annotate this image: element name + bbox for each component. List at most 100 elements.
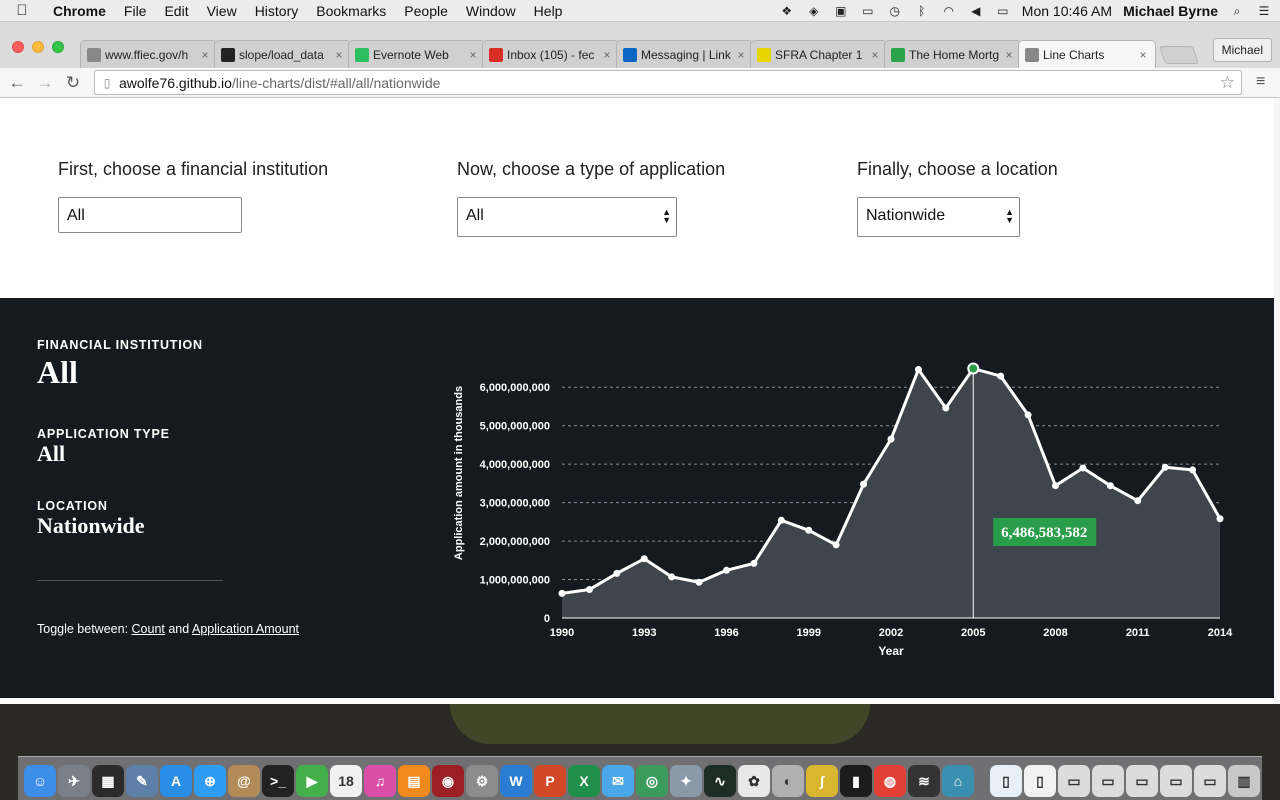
tab-1[interactable]: slope/load_data × bbox=[214, 40, 352, 68]
bookmark-star-icon[interactable]: ☆ bbox=[1219, 73, 1235, 92]
grapher-icon[interactable]: ∫ bbox=[806, 764, 838, 797]
sync-icon[interactable]: ◈ bbox=[809, 4, 819, 18]
tab-5[interactable]: SFRA Chapter 1 × bbox=[750, 40, 888, 68]
home-icon[interactable]: ⌂ bbox=[942, 764, 974, 797]
address-bar[interactable]: ▯ awolfe76.github.io/line-charts/dist/#a… bbox=[94, 70, 1242, 95]
document-icon[interactable]: ▯ bbox=[990, 764, 1022, 797]
zoom-window-button[interactable] bbox=[52, 41, 64, 53]
airplay-icon[interactable]: ▭ bbox=[862, 4, 874, 18]
itunes-u-icon[interactable]: ◐ bbox=[772, 764, 804, 797]
messages-icon[interactable]: ✉ bbox=[602, 764, 634, 797]
calendar-icon[interactable]: 18 bbox=[330, 764, 362, 797]
close-window-button[interactable] bbox=[12, 41, 24, 53]
tab-4[interactable]: Messaging | Link × bbox=[616, 40, 754, 68]
spotlight-search-icon[interactable]: ⌕ bbox=[1233, 4, 1241, 18]
window-thumbnail-icon[interactable]: ▭ bbox=[1194, 764, 1226, 797]
photos-icon[interactable]: ✿ bbox=[738, 764, 770, 797]
menu-user[interactable]: Michael Byrne bbox=[1123, 3, 1218, 19]
photo-booth-icon[interactable]: ◉ bbox=[432, 764, 464, 797]
new-tab-button[interactable] bbox=[1158, 46, 1200, 64]
excel-icon[interactable]: X bbox=[568, 764, 600, 797]
x-tick-label: 1996 bbox=[714, 627, 738, 639]
notification-center-icon[interactable]: ☰ bbox=[1258, 4, 1270, 18]
tab-close-icon[interactable]: × bbox=[201, 47, 209, 62]
safari-icon[interactable]: ⊕ bbox=[194, 764, 226, 797]
menu-bookmarks[interactable]: Bookmarks bbox=[316, 2, 387, 19]
back-arrow-icon[interactable]: ← bbox=[8, 73, 26, 92]
menu-edit[interactable]: Edit bbox=[164, 2, 189, 19]
trash-icon[interactable]: ▥ bbox=[1228, 764, 1260, 797]
window-thumbnail-icon[interactable]: ▭ bbox=[1092, 764, 1124, 797]
time-machine-icon[interactable]: ◷ bbox=[889, 4, 901, 18]
toggle-amount-link[interactable]: Application Amount bbox=[192, 622, 300, 636]
activity-monitor-icon[interactable]: ∿ bbox=[704, 764, 736, 797]
battery-icon[interactable]: ▭ bbox=[997, 4, 1009, 18]
menu-history[interactable]: History bbox=[254, 2, 299, 19]
reload-icon[interactable]: ↻ bbox=[65, 73, 81, 92]
preview-icon[interactable]: ✎ bbox=[126, 764, 158, 797]
document-icon[interactable]: ▯ bbox=[1024, 764, 1056, 797]
console-icon[interactable]: ▮ bbox=[840, 764, 872, 797]
profile-button[interactable]: Michael bbox=[1212, 38, 1272, 62]
launchpad-icon[interactable]: ✈ bbox=[58, 764, 90, 797]
menu-people[interactable]: People bbox=[404, 2, 448, 19]
tab-7[interactable]: Line Charts × bbox=[1018, 40, 1156, 68]
window-thumbnail-icon[interactable]: ▭ bbox=[1160, 764, 1192, 797]
tab-0[interactable]: www.ffiec.gov/h × bbox=[80, 40, 218, 68]
menu-file[interactable]: File bbox=[123, 2, 147, 19]
terminal-icon[interactable]: >_ bbox=[262, 764, 294, 797]
tab-close-icon[interactable]: × bbox=[871, 47, 879, 62]
app-store-icon[interactable]: A bbox=[160, 764, 192, 797]
chrome-menu-icon[interactable]: ≡ bbox=[1256, 73, 1266, 90]
line-chart[interactable]: 0 1,000,000,000 2,000,000,000 3,000,000,000… bbox=[440, 338, 1250, 678]
satellite-icon[interactable]: ✦ bbox=[670, 764, 702, 797]
tab-close-icon[interactable]: × bbox=[1139, 47, 1147, 62]
dropbox-icon[interactable]: ❖ bbox=[781, 4, 793, 18]
system-preferences-icon[interactable]: ⚙ bbox=[466, 764, 498, 797]
page-content: First, choose a financial institution Al… bbox=[0, 98, 1274, 704]
dock: ☺ ✈ ▦ ✎ A ⊕ @ >_ ▶ 18 ♫ ▤ ◉ ⚙ W P X ✉ ◎ ✦ ∿ ✿ ◐ ∫ ▮ ◍ ≋ ⌂ ▯ ▯ ▭ ▭ ▭ ▭ ▭ ▥ bbox=[18, 756, 1262, 800]
volume-icon[interactable]: ◀ bbox=[971, 4, 981, 18]
apple-menu-icon[interactable]:  bbox=[0, 2, 44, 19]
facetime-icon[interactable]: ▶ bbox=[296, 764, 328, 797]
chrome-icon[interactable]: ◍ bbox=[874, 764, 906, 797]
chart-section: FINANCIAL INSTITUTION All APPLICATION TY… bbox=[0, 298, 1274, 698]
contacts-icon[interactable]: @ bbox=[228, 764, 260, 797]
tab-close-icon[interactable]: × bbox=[603, 47, 611, 62]
minimize-window-button[interactable] bbox=[32, 41, 44, 53]
tab-close-icon[interactable]: × bbox=[335, 47, 343, 62]
tab-2[interactable]: Evernote Web × bbox=[348, 40, 486, 68]
window-thumbnail-icon[interactable]: ▭ bbox=[1058, 764, 1090, 797]
mission-control-icon[interactable]: ▦ bbox=[92, 764, 124, 797]
toggle-count-link[interactable]: Count bbox=[131, 622, 165, 636]
window-thumbnail-icon[interactable]: ▭ bbox=[1126, 764, 1158, 797]
institution-input[interactable]: All bbox=[58, 197, 242, 233]
location-select[interactable]: Nationwide ▲ ▼ bbox=[857, 197, 1020, 237]
data-point bbox=[695, 578, 703, 586]
menu-view[interactable]: View bbox=[206, 2, 237, 19]
chart-area bbox=[562, 368, 1220, 618]
tab-close-icon[interactable]: × bbox=[469, 47, 477, 62]
menu-window[interactable]: Window bbox=[465, 2, 516, 19]
tab-3[interactable]: Inbox (105) - fec × bbox=[482, 40, 620, 68]
menu-clock[interactable]: Mon 10:46 AM bbox=[1021, 3, 1113, 19]
tab-close-icon[interactable]: × bbox=[1005, 47, 1013, 62]
forward-arrow-icon[interactable]: → bbox=[36, 73, 54, 92]
app-type-select[interactable]: All ▲ ▼ bbox=[457, 197, 677, 237]
evernote-icon bbox=[355, 47, 369, 62]
tab-6[interactable]: The Home Mortg × bbox=[884, 40, 1022, 68]
finder-icon[interactable]: ☺ bbox=[24, 764, 56, 797]
powerpoint-icon[interactable]: P bbox=[534, 764, 566, 797]
ibooks-icon[interactable]: ▤ bbox=[398, 764, 430, 797]
bluetooth-icon[interactable]: ᛒ bbox=[918, 4, 926, 18]
menu-bar:  Chrome File Edit View History Bookmark… bbox=[0, 0, 1280, 22]
word-icon[interactable]: W bbox=[500, 764, 532, 797]
itunes-icon[interactable]: ♫ bbox=[364, 764, 396, 797]
notification-icon[interactable]: ▣ bbox=[835, 4, 847, 18]
network-icon[interactable]: ◎ bbox=[636, 764, 668, 797]
menu-help[interactable]: Help bbox=[533, 2, 563, 19]
tab-close-icon[interactable]: × bbox=[737, 47, 745, 62]
wifi-icon[interactable]: ◠ bbox=[943, 4, 955, 18]
vpn-icon[interactable]: ≋ bbox=[908, 764, 940, 797]
menu-app-chrome[interactable]: Chrome bbox=[53, 2, 106, 19]
